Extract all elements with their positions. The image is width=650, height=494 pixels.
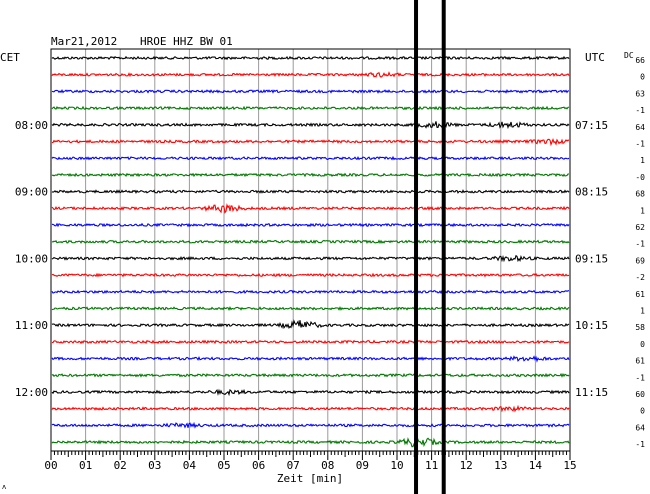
trace-5 (51, 121, 570, 130)
right-time-label: 11:15 (575, 386, 608, 399)
dc-value: 1 (640, 206, 645, 215)
dc-value: 61 (635, 357, 645, 366)
dc-value: 64 (635, 423, 645, 432)
trace-1 (51, 55, 570, 61)
x-tick-label: 00 (44, 459, 57, 472)
right-timezone: UTC (585, 51, 605, 64)
dc-value: 0 (640, 407, 645, 416)
corner-mark: ʌ (2, 483, 6, 491)
dc-value: 0 (640, 73, 645, 82)
x-tick-label: 10 (390, 459, 403, 472)
trace-20 (51, 372, 570, 378)
dc-value: -1 (635, 373, 645, 382)
right-time-label: 09:15 (575, 252, 608, 265)
x-axis-label: Zeit [min] (277, 472, 343, 485)
x-tick-label: 05 (217, 459, 230, 472)
x-tick-label: 11 (425, 459, 438, 472)
trace-17 (51, 319, 570, 329)
x-tick-label: 13 (494, 459, 507, 472)
trace-4 (51, 105, 570, 111)
left-time-label: 11:00 (15, 319, 48, 332)
right-time-label: 07:15 (575, 119, 608, 132)
dc-value: -0 (635, 173, 645, 182)
x-tick-label: 12 (460, 459, 473, 472)
dc-value: -1 (635, 106, 645, 115)
trace-18 (51, 339, 570, 345)
x-tick-label: 14 (529, 459, 543, 472)
x-tick-label: 09 (356, 459, 369, 472)
trace-24 (51, 436, 570, 448)
dc-value: 60 (635, 390, 645, 399)
dc-value: 68 (635, 190, 645, 199)
right-time-label: 10:15 (575, 319, 608, 332)
dc-label: DC (624, 51, 634, 60)
trace-3 (51, 88, 570, 94)
header-date: Mar21,2012 (51, 35, 117, 48)
left-time-label: 09:00 (15, 186, 48, 199)
time-grid (85, 49, 536, 451)
dc-value: 1 (640, 156, 645, 165)
dc-value: 69 (635, 256, 645, 265)
header-station: HROE HHZ BW 01 (140, 35, 233, 48)
marker-lines (414, 0, 446, 494)
dc-value: 63 (635, 89, 645, 98)
x-tick-label: 03 (148, 459, 161, 472)
trace-6 (51, 138, 570, 147)
trace-16 (51, 305, 570, 311)
dc-value: 61 (635, 290, 645, 299)
trace-11 (51, 222, 570, 228)
trace-group (51, 55, 570, 448)
x-tick-label: 07 (287, 459, 300, 472)
x-tick-label: 04 (183, 459, 197, 472)
trace-13 (51, 254, 570, 263)
trace-15 (51, 289, 570, 295)
left-timezone: CET (0, 51, 20, 64)
trace-7 (51, 155, 570, 161)
trace-9 (51, 189, 570, 195)
dc-value: 0 (640, 340, 645, 349)
x-axis: 00 01 02 03 04 05 06 07 08 09 10 11 12 13 14 15 (44, 451, 577, 472)
trace-12 (51, 239, 570, 245)
dc-values: 66 0 63 -1 64 -1 1 -0 68 1 62 -1 69 -2 61 1 58 0 61 -1 60 0 64… (635, 56, 645, 449)
x-tick-label: 02 (114, 459, 127, 472)
x-tick-label: 01 (79, 459, 92, 472)
trace-2 (51, 71, 570, 78)
x-tick-label: 15 (563, 459, 576, 472)
trace-14 (51, 272, 570, 278)
dc-value: -1 (635, 240, 645, 249)
trace-10 (51, 203, 570, 214)
dc-value: 62 (635, 223, 645, 232)
dc-value: -1 (635, 440, 645, 449)
trace-22 (51, 404, 570, 413)
dc-value: -2 (635, 273, 645, 282)
trace-21 (51, 388, 570, 397)
right-time-label: 08:15 (575, 186, 608, 199)
x-tick-label: 08 (321, 459, 334, 472)
dc-value: 58 (635, 323, 645, 332)
trace-19 (51, 355, 570, 363)
dc-value: -1 (635, 140, 645, 149)
left-time-labels: 08:00 09:00 10:00 11:00 12:00 (15, 119, 48, 399)
left-time-label: 08:00 (15, 119, 48, 132)
trace-23 (51, 421, 570, 429)
right-time-labels: 07:15 08:15 09:15 10:15 11:15 (575, 119, 608, 399)
left-time-label: 10:00 (15, 252, 48, 265)
dc-value: 1 (640, 307, 645, 316)
x-tick-label: 06 (252, 459, 265, 472)
trace-8 (51, 172, 569, 178)
dc-value: 66 (635, 56, 645, 65)
dc-value: 64 (635, 123, 645, 132)
left-time-label: 12:00 (15, 386, 48, 399)
